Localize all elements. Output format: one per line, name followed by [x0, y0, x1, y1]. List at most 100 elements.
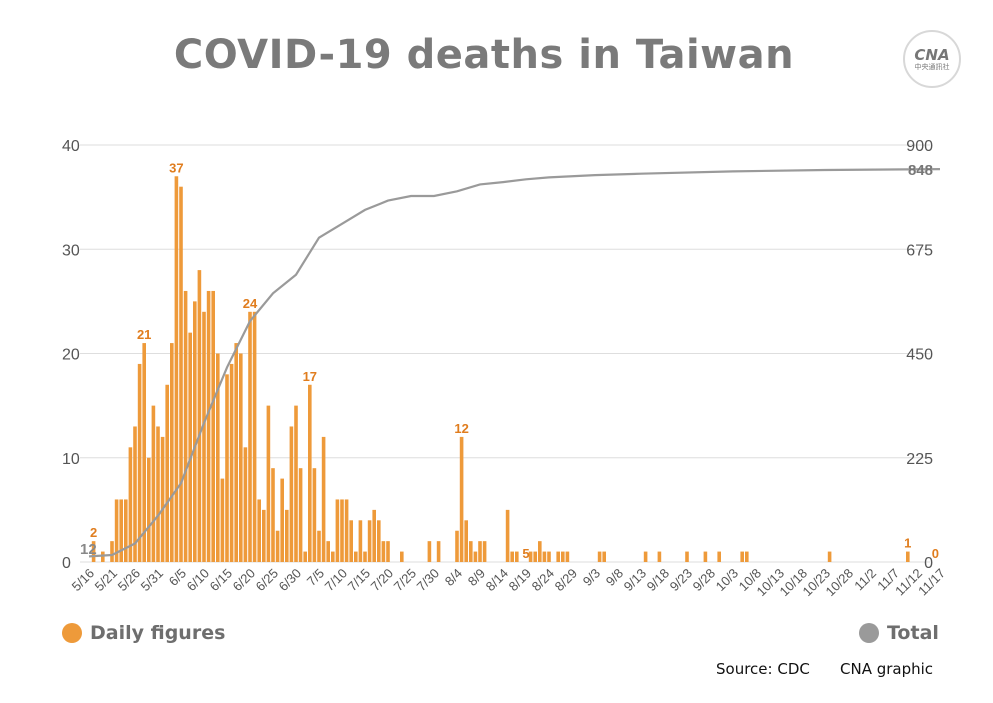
x-tick-label: 6/10	[184, 566, 213, 595]
daily-data-label: 1	[904, 536, 911, 551]
daily-bar	[248, 311, 252, 562]
daily-bar	[367, 520, 372, 562]
daily-bar	[335, 499, 340, 562]
logo-subtitle: 中央通訊社	[914, 63, 950, 71]
x-tick-label: 9/3	[580, 566, 603, 589]
daily-bar	[427, 541, 432, 562]
daily-bar	[170, 343, 174, 562]
daily-data-label: 12	[454, 421, 468, 436]
daily-bar	[239, 353, 243, 562]
daily-bar	[542, 551, 547, 562]
right-tick-label: 675	[906, 242, 933, 259]
daily-bar	[745, 551, 749, 562]
daily-bar	[643, 551, 648, 562]
x-tick-label: 8/4	[442, 566, 465, 589]
x-tick-label: 11/2	[851, 566, 879, 594]
right-tick-label: 450	[906, 347, 933, 364]
daily-bar	[275, 530, 280, 562]
x-tick-label: 8/14	[483, 566, 512, 595]
logo-mark: CNA	[914, 45, 950, 64]
x-tick-label: 9/18	[644, 566, 673, 595]
daily-bar	[372, 509, 376, 562]
x-tick-label: 9/28	[690, 566, 719, 595]
x-tick-label: 6/30	[276, 566, 305, 595]
daily-bar	[142, 343, 146, 562]
x-tick-label: 9/13	[621, 566, 650, 595]
daily-bar	[133, 426, 137, 562]
graphic-credit: CNA graphic	[840, 660, 934, 678]
daily-data-label: 2	[90, 525, 97, 540]
daily-bar	[289, 426, 294, 562]
x-tick-label: 5/21	[92, 566, 121, 595]
total-start-label: 12	[80, 541, 97, 558]
x-tick-label: 7/15	[345, 566, 374, 595]
daily-bar	[317, 530, 321, 562]
x-tick-label: 8/24	[529, 566, 558, 595]
daily-bar	[137, 363, 142, 562]
daily-data-label: 0	[932, 546, 939, 561]
daily-bar	[533, 551, 537, 562]
daily-bar	[685, 551, 689, 562]
daily-bar	[515, 551, 519, 562]
x-tick-label: 5/16	[69, 566, 98, 595]
left-tick-label: 30	[62, 242, 80, 259]
x-tick-label: 10/3	[713, 566, 742, 595]
x-tick-label: 6/25	[253, 566, 282, 595]
daily-bar	[234, 343, 238, 562]
daily-bar	[326, 541, 330, 562]
daily-bar	[386, 541, 390, 562]
daily-data-label: 37	[169, 160, 183, 175]
daily-bar	[906, 551, 910, 562]
daily-bar	[211, 290, 215, 562]
daily-bar	[124, 499, 128, 562]
daily-data-label: 5	[522, 546, 529, 561]
daily-bar	[298, 468, 303, 562]
daily-bar	[114, 499, 119, 562]
x-tick-label: 9/23	[667, 566, 696, 595]
daily-bar	[174, 176, 179, 562]
daily-bar	[547, 551, 551, 562]
daily-bar	[91, 541, 96, 562]
daily-bar	[160, 436, 165, 562]
daily-bar	[128, 447, 133, 562]
total-line	[88, 168, 941, 558]
daily-bar	[827, 551, 832, 562]
x-tick-label: 7/10	[322, 566, 351, 595]
daily-bar	[280, 478, 284, 562]
daily-bar	[455, 530, 459, 562]
right-tick-label: 900	[906, 138, 933, 155]
daily-bar	[271, 468, 275, 562]
x-tick-label: 7/20	[368, 566, 397, 595]
daily-bar	[561, 551, 565, 562]
daily-bar	[344, 499, 349, 562]
daily-bar	[657, 551, 662, 562]
daily-bar	[717, 551, 721, 562]
daily-bar	[331, 551, 335, 562]
daily-bar	[308, 384, 312, 562]
daily-bar	[165, 384, 169, 562]
daily-bar	[703, 551, 708, 562]
daily-bar	[229, 363, 234, 562]
daily-bar	[358, 520, 363, 562]
daily-bar	[243, 447, 248, 562]
x-tick-label: 6/15	[207, 566, 236, 595]
x-tick-label: 8/19	[506, 566, 535, 595]
daily-bar	[151, 405, 156, 562]
daily-bar	[285, 509, 289, 562]
daily-bar	[354, 551, 358, 562]
daily-bar	[101, 551, 105, 562]
daily-bar	[377, 520, 381, 562]
x-tick-label: 5/26	[115, 566, 144, 595]
daily-bar	[505, 509, 510, 562]
daily-bar	[202, 311, 206, 562]
x-tick-label: 7/25	[391, 566, 420, 595]
x-tick-label: 8/29	[552, 566, 581, 595]
daily-bar	[197, 270, 202, 562]
daily-bar	[266, 405, 271, 562]
daily-bar	[193, 301, 197, 562]
daily-bar	[478, 541, 482, 562]
daily-bar	[340, 499, 344, 562]
daily-bar	[294, 405, 298, 562]
daily-bar	[740, 551, 744, 562]
daily-bar	[321, 436, 326, 562]
